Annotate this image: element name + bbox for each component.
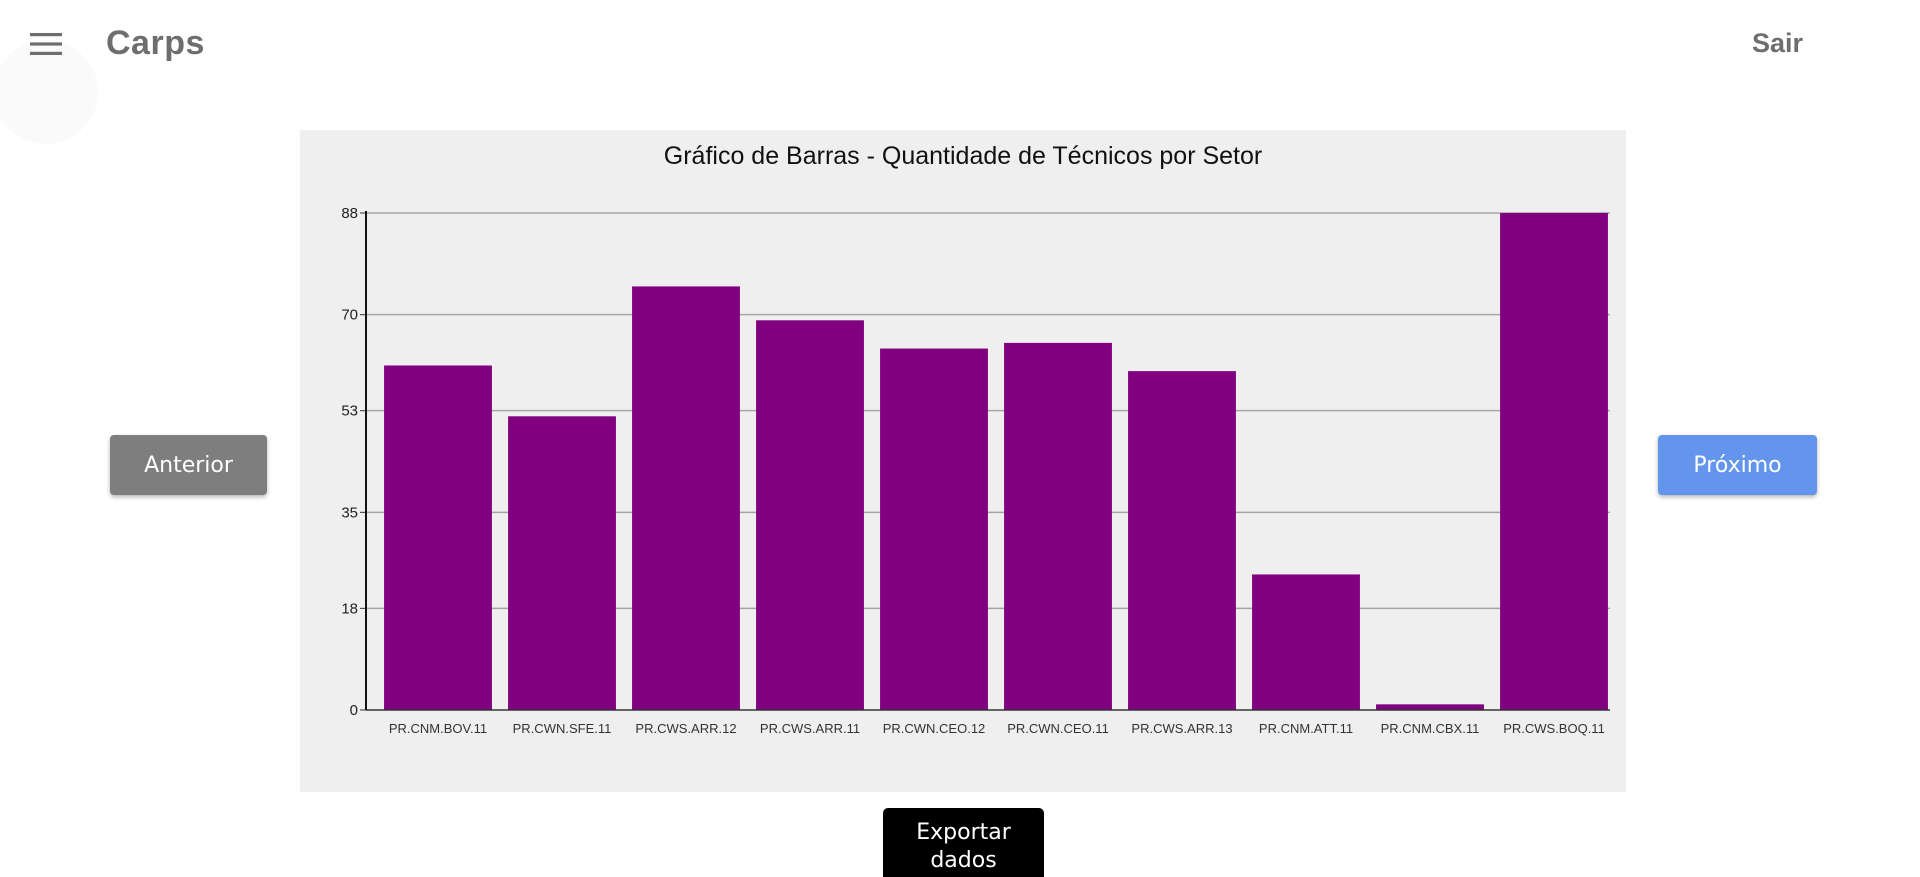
y-tick-label: 70 (341, 307, 358, 324)
y-tick-label: 35 (341, 504, 358, 521)
axes: 0 18 35 53 70 88 PR.CNM.BOV.11 PR.CWN.SFE.11 PR.… (341, 205, 1610, 736)
x-tick-label: PR.CWS.ARR.11 (760, 721, 860, 736)
bar (756, 320, 864, 710)
x-tick-label: PR.CWN.CEO.12 (883, 721, 986, 736)
previous-button[interactable]: Anterior (110, 435, 267, 495)
x-tick-label: PR.CNM.CBX.11 (1381, 721, 1480, 736)
bar (508, 416, 616, 710)
x-tick-label: PR.CWS.ARR.13 (1131, 721, 1232, 736)
logout-link[interactable]: Sair (1752, 28, 1804, 58)
y-tick-label: 18 (341, 600, 358, 617)
bar-chart: Gráfico de Barras - Quantidade de Técnic… (300, 130, 1626, 792)
y-tick-label: 53 (341, 403, 358, 420)
x-tick-label: PR.CWN.CEO.11 (1007, 721, 1109, 736)
export-data-button[interactable]: Exportar dados (883, 808, 1044, 877)
menu-button[interactable] (20, 22, 72, 74)
bar (1252, 574, 1360, 710)
bar (1128, 371, 1236, 710)
y-tick-label: 0 (350, 702, 358, 719)
bar (1004, 342, 1112, 710)
menu-ripple (0, 40, 98, 144)
top-bar: Carps Sair (0, 0, 1920, 144)
app-title: Carps (106, 24, 205, 62)
chart-title: Gráfico de Barras - Quantidade de Técnic… (664, 142, 1262, 170)
bar (384, 365, 492, 710)
bar (1376, 704, 1484, 710)
menu-icon (30, 33, 62, 55)
bar (880, 348, 988, 710)
x-tick-label: PR.CWS.ARR.12 (635, 721, 736, 736)
x-tick-label: PR.CNM.ATT.11 (1259, 721, 1353, 736)
next-button[interactable]: Próximo (1658, 435, 1817, 495)
bars (384, 213, 1608, 710)
x-tick-label: PR.CWN.SFE.11 (513, 721, 612, 736)
y-tick-label: 88 (341, 205, 358, 222)
bar (1500, 213, 1608, 710)
x-tick-label: PR.CNM.BOV.11 (389, 721, 487, 736)
bar (632, 286, 740, 710)
x-tick-label: PR.CWS.BOQ.11 (1503, 721, 1605, 736)
bar-chart-svg: Gráfico de Barras - Quantidade de Técnic… (341, 142, 1610, 736)
